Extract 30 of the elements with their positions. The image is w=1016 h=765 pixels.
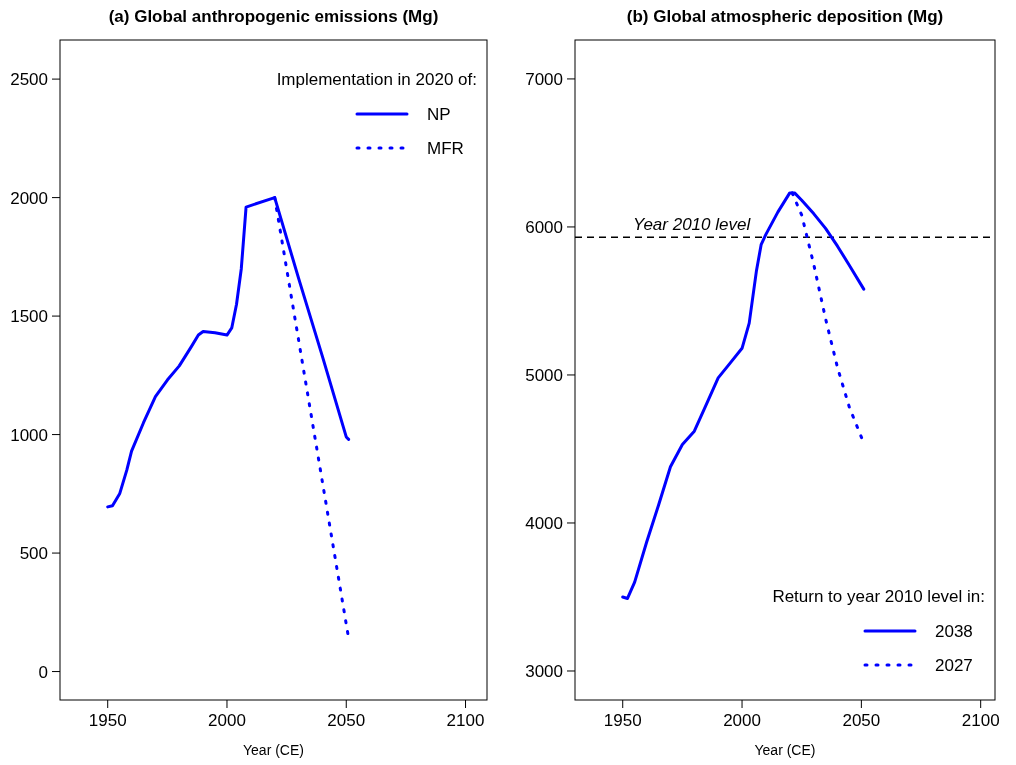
legend-title: Implementation in 2020 of: — [276, 70, 477, 89]
legend-label: NP — [427, 105, 451, 124]
x-tick-label: 2000 — [208, 711, 246, 730]
y-tick-label: 4000 — [525, 513, 563, 533]
x-tick-label: 1950 — [88, 711, 127, 730]
legend-label: 2027 — [935, 656, 973, 675]
y-tick-label: 5000 — [525, 365, 563, 385]
legend-title: Return to year 2010 level in: — [772, 587, 985, 606]
x-tick-label: 2100 — [446, 711, 485, 730]
y-tick-label: 6000 — [525, 217, 563, 237]
y-tick-label: 3000 — [525, 661, 563, 681]
y-tick-label: 2000 — [10, 188, 48, 208]
legend-label: 2038 — [935, 622, 973, 641]
chart-title: (b) Global atmospheric deposition (Mg) — [626, 7, 944, 26]
y-tick-label: 0 — [38, 662, 48, 682]
ref-line-label: Year 2010 level — [633, 215, 752, 235]
y-tick-label: 2500 — [10, 70, 48, 90]
y-tick-label: 1500 — [10, 307, 48, 327]
legend-label: MFR — [427, 139, 464, 158]
x-axis-title: Year (CE) — [243, 742, 304, 758]
x-axis-title: Year (CE) — [754, 742, 816, 758]
chart-title: (a) Global anthropogenic emissions (Mg) — [108, 7, 439, 26]
x-tick-label: 1950 — [603, 711, 642, 730]
x-tick-label: 2050 — [842, 711, 881, 730]
x-tick-label: 2050 — [327, 711, 366, 730]
y-tick-label: 1000 — [10, 425, 48, 445]
x-tick-label: 2100 — [961, 711, 1000, 730]
x-tick-label: 2000 — [723, 711, 761, 730]
y-tick-label: 7000 — [525, 69, 563, 89]
y-tick-label: 500 — [19, 544, 48, 564]
